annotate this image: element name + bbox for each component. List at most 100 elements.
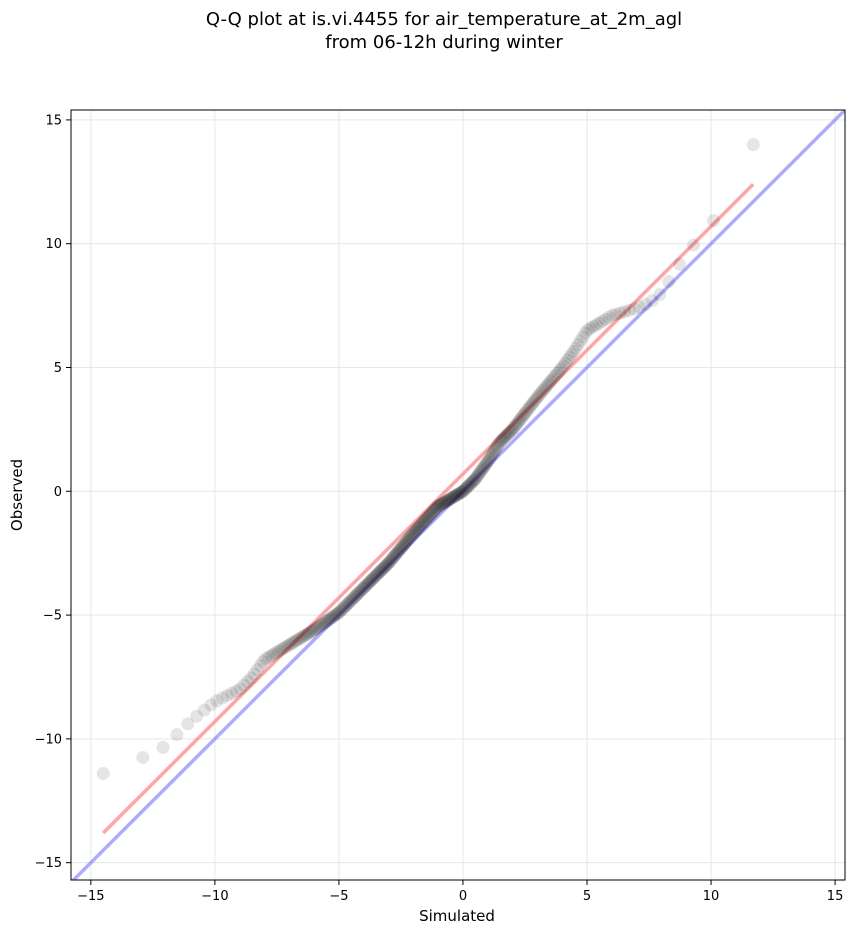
scatter-point — [467, 473, 481, 487]
scatter-point — [441, 493, 455, 507]
scatter-point — [400, 534, 414, 548]
scatter-point — [371, 567, 385, 581]
scatter-point — [471, 469, 485, 483]
scatter-point — [342, 595, 356, 609]
scatter-point — [622, 303, 636, 317]
scatter-point — [352, 586, 366, 600]
scatter-point — [420, 512, 434, 526]
scatter-point — [417, 515, 431, 529]
scatter-point — [302, 626, 316, 640]
scatter-point — [237, 678, 251, 692]
scatter-point — [215, 691, 229, 705]
scatter-point — [269, 646, 283, 660]
scatter-point — [556, 359, 570, 373]
scatter-point — [292, 632, 306, 646]
scatter-point — [331, 606, 345, 620]
scatter-point — [363, 575, 377, 589]
scatter-point — [484, 449, 498, 463]
scatter-point — [347, 591, 361, 605]
scatter-point — [368, 570, 382, 584]
scatter-point — [307, 623, 321, 637]
scatter-point — [415, 517, 429, 531]
y-tick-label: 10 — [45, 237, 62, 252]
scatter-point — [531, 390, 545, 404]
scatter-point — [366, 572, 380, 586]
scatter-point — [413, 519, 427, 533]
x-tick-label: −5 — [329, 889, 348, 904]
scatter-point — [602, 310, 616, 324]
scatter-point — [376, 562, 390, 576]
scatter-point — [442, 493, 456, 507]
scatter-point — [440, 494, 454, 508]
scatter-point — [431, 499, 445, 513]
scatter-point — [569, 341, 583, 355]
scatter-point — [301, 627, 315, 641]
scatter-point — [435, 497, 449, 511]
scatter-point — [136, 750, 150, 764]
scatter-point — [280, 639, 294, 653]
scatter-point — [446, 490, 460, 504]
scatter-point — [233, 682, 247, 696]
scatter-point — [501, 427, 515, 441]
scatter-point — [170, 728, 184, 742]
scatter-point — [494, 434, 508, 448]
scatter-point — [348, 589, 362, 603]
scatter-point — [319, 615, 333, 629]
scatter-point — [325, 611, 339, 625]
scatter-point — [359, 578, 373, 592]
scatter-point — [486, 446, 500, 460]
scatter-point — [489, 442, 503, 456]
scatter-point — [453, 486, 467, 500]
scatter-point — [513, 413, 527, 427]
scatter-point — [309, 622, 323, 636]
scatter-point — [407, 526, 421, 540]
scatter-point — [488, 444, 502, 458]
scatter-point — [470, 470, 484, 484]
scatter-point — [532, 388, 546, 402]
scatter-point — [589, 318, 603, 332]
scatter-point — [332, 605, 346, 619]
scatter-point — [439, 494, 453, 508]
scatter-point — [448, 489, 462, 503]
scatter-point — [424, 507, 438, 521]
scatter-point — [551, 366, 565, 380]
scatter-point — [264, 649, 278, 663]
scatter-point — [633, 300, 647, 314]
scatter-point — [495, 432, 509, 446]
scatter-point — [336, 601, 350, 615]
scatter-point — [394, 542, 408, 556]
scatter-point — [349, 588, 363, 602]
scatter-point — [437, 496, 451, 510]
scatter-point — [576, 330, 590, 344]
scatter-point — [388, 549, 402, 563]
scatter-point — [409, 524, 423, 538]
scatter-point — [220, 689, 234, 703]
y-axis-label: Observed — [8, 459, 26, 531]
scatter-point — [345, 593, 359, 607]
scatter-point — [313, 619, 327, 633]
scatter-point — [459, 482, 473, 496]
scatter-point — [443, 492, 457, 506]
chart-title-line-1: Q-Q plot at is.vi.4455 for air_temperatu… — [206, 9, 682, 30]
scatter-point — [411, 521, 425, 535]
y-tick-label: 0 — [54, 485, 62, 500]
scatter-point — [490, 440, 504, 454]
scatter-point — [387, 550, 401, 564]
scatter-point — [381, 557, 395, 571]
scatter-point — [274, 643, 288, 657]
scatter-point — [408, 525, 422, 539]
scatter-point — [210, 694, 224, 708]
scatter-point — [444, 491, 458, 505]
y-tick-label: −5 — [43, 609, 62, 624]
scatter-point — [412, 520, 426, 534]
scatter-point — [438, 495, 452, 509]
scatter-point — [427, 503, 441, 517]
y-tick-label: −10 — [35, 732, 62, 747]
scatter-point — [508, 420, 522, 434]
scatter-point — [396, 539, 410, 553]
scatter-point — [204, 698, 218, 712]
scatter-point — [447, 490, 461, 504]
scatter-point — [405, 528, 419, 542]
scatter-point — [365, 573, 379, 587]
